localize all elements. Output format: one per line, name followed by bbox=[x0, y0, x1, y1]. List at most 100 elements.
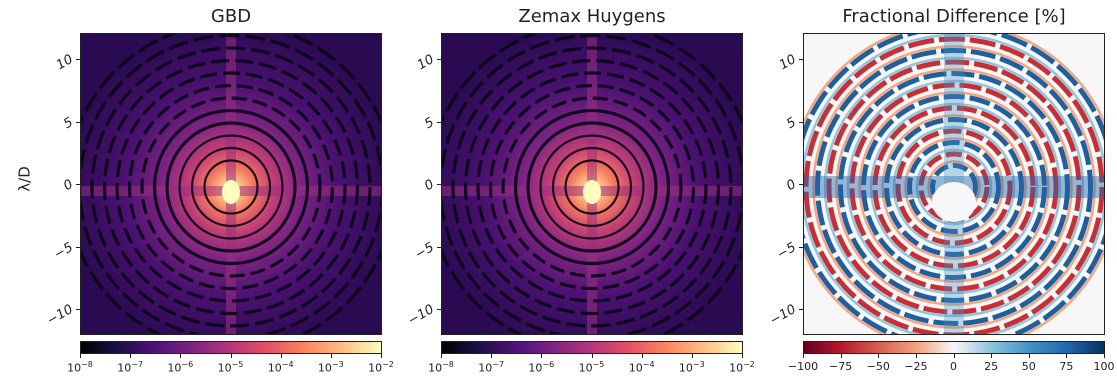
panel-zemax: Zemax Huygens bbox=[441, 6, 743, 354]
psf-heatmap bbox=[441, 33, 743, 335]
colorbar bbox=[80, 341, 382, 354]
colorbar-tick bbox=[641, 354, 643, 358]
psf-dark-ring bbox=[203, 159, 259, 215]
diff-ring-edge bbox=[846, 79, 1062, 295]
y-tick bbox=[437, 184, 441, 185]
diff-ring-edge bbox=[904, 137, 1004, 237]
diff-ring bbox=[838, 71, 1070, 303]
colorbar bbox=[803, 341, 1105, 354]
colorbar-tick-label: 10−2 bbox=[368, 360, 394, 375]
panel-title: Zemax Huygens bbox=[518, 6, 666, 27]
colorbar-tick bbox=[230, 354, 232, 358]
colorbar-tick bbox=[991, 354, 993, 358]
colorbar-tick bbox=[742, 354, 743, 358]
y-tick bbox=[437, 59, 441, 60]
colorbar-tick bbox=[953, 354, 955, 358]
panel-title: Fractional Difference [%] bbox=[842, 6, 1066, 27]
psf-dark-ring bbox=[102, 58, 360, 316]
diff-ring bbox=[849, 82, 1059, 292]
colorbar-tick bbox=[840, 354, 842, 358]
psf-dark-ring bbox=[165, 121, 297, 253]
colorbar-tick bbox=[1066, 354, 1068, 358]
y-tick bbox=[799, 59, 803, 60]
psf-dark-ring bbox=[190, 146, 272, 228]
diff-ring-edge bbox=[804, 34, 1104, 334]
psf-dark-ring bbox=[551, 146, 633, 228]
diff-ring bbox=[815, 48, 1093, 326]
psf-dark-ring bbox=[451, 46, 733, 328]
diff-ring-edge bbox=[835, 68, 1073, 306]
psf-core bbox=[222, 180, 240, 204]
psf-dark-ring bbox=[476, 71, 708, 303]
diff-ring bbox=[861, 94, 1047, 280]
colorbar-tick-label: 50 bbox=[1021, 360, 1036, 373]
psf-dark-ring bbox=[152, 108, 310, 266]
colorbar-tick-label: 75 bbox=[1059, 360, 1074, 373]
difference-heatmap bbox=[803, 33, 1105, 335]
y-tick bbox=[799, 309, 803, 310]
psf-core bbox=[583, 180, 601, 204]
colorbar-tick-label: 10−4 bbox=[628, 360, 655, 375]
diff-ring-edge bbox=[823, 56, 1085, 318]
y-tick bbox=[76, 246, 80, 248]
y-tick bbox=[437, 121, 441, 123]
y-tick bbox=[76, 184, 80, 185]
diff-center bbox=[932, 182, 976, 222]
psf-dark-ring bbox=[463, 58, 721, 316]
y-tick bbox=[799, 246, 803, 248]
panel-gbd: GBD bbox=[0, 0, 400, 378]
psf-dark-ring bbox=[115, 71, 347, 303]
psf-dark-ring bbox=[81, 34, 381, 334]
y-tick bbox=[799, 121, 803, 123]
colorbar-tick bbox=[280, 354, 282, 358]
colorbar-tick bbox=[441, 354, 442, 358]
psf-dark-ring bbox=[526, 121, 658, 253]
psf-dark-ring bbox=[564, 159, 620, 215]
diff-ring-edge bbox=[869, 102, 1039, 272]
y-tick bbox=[76, 309, 80, 310]
colorbar-tick-label: 10−6 bbox=[167, 360, 194, 375]
colorbar-tick bbox=[130, 354, 132, 358]
colorbar-tick bbox=[541, 354, 543, 358]
y-tick bbox=[437, 246, 441, 248]
psf-dark-ring bbox=[140, 96, 322, 278]
colorbar-tick bbox=[803, 354, 804, 358]
y-tick bbox=[76, 59, 80, 60]
colorbar-tick-label: 10−8 bbox=[67, 360, 93, 375]
y-tick bbox=[799, 184, 803, 185]
colorbar-tick bbox=[330, 354, 332, 358]
colorbar-tick-label: 100 bbox=[1093, 360, 1115, 373]
diff-ring bbox=[884, 117, 1024, 257]
colorbar-tick bbox=[180, 354, 182, 358]
colorbar-tick-label: 10−3 bbox=[678, 360, 705, 375]
colorbar-tick bbox=[80, 354, 81, 358]
diff-ring bbox=[804, 36, 1104, 334]
diff-ring bbox=[907, 140, 1001, 234]
diff-ring-edge bbox=[915, 148, 993, 226]
colorbar-tick-label: 10−7 bbox=[478, 360, 505, 375]
colorbar-tick bbox=[591, 354, 593, 358]
colorbar-tick-label: 10−5 bbox=[578, 360, 605, 375]
colorbar-tick bbox=[1104, 354, 1105, 358]
colorbar-tick-label: 10−2 bbox=[729, 360, 755, 375]
diff-ring bbox=[826, 59, 1082, 315]
psf-dark-ring bbox=[90, 46, 372, 328]
colorbar-tick bbox=[1028, 354, 1030, 358]
y-tick bbox=[437, 309, 441, 310]
psf-dark-ring bbox=[442, 34, 742, 334]
y-tick bbox=[76, 121, 80, 123]
psf-dark-ring bbox=[501, 96, 683, 278]
psf-dark-ring bbox=[127, 83, 335, 291]
panel-title: GBD bbox=[210, 6, 252, 27]
colorbar-tick-label: 10−8 bbox=[428, 360, 454, 375]
diff-ring-edge bbox=[812, 45, 1096, 329]
colorbar-tick-label: 10−6 bbox=[528, 360, 555, 375]
colorbar-tick-label: −50 bbox=[866, 360, 890, 373]
colorbar-tick bbox=[915, 354, 917, 358]
psf-dark-ring bbox=[513, 108, 671, 266]
colorbar bbox=[441, 341, 743, 354]
diff-ring-edge bbox=[881, 114, 1027, 260]
psf-dark-ring bbox=[178, 134, 284, 240]
diff-ring-edge bbox=[892, 125, 1016, 249]
